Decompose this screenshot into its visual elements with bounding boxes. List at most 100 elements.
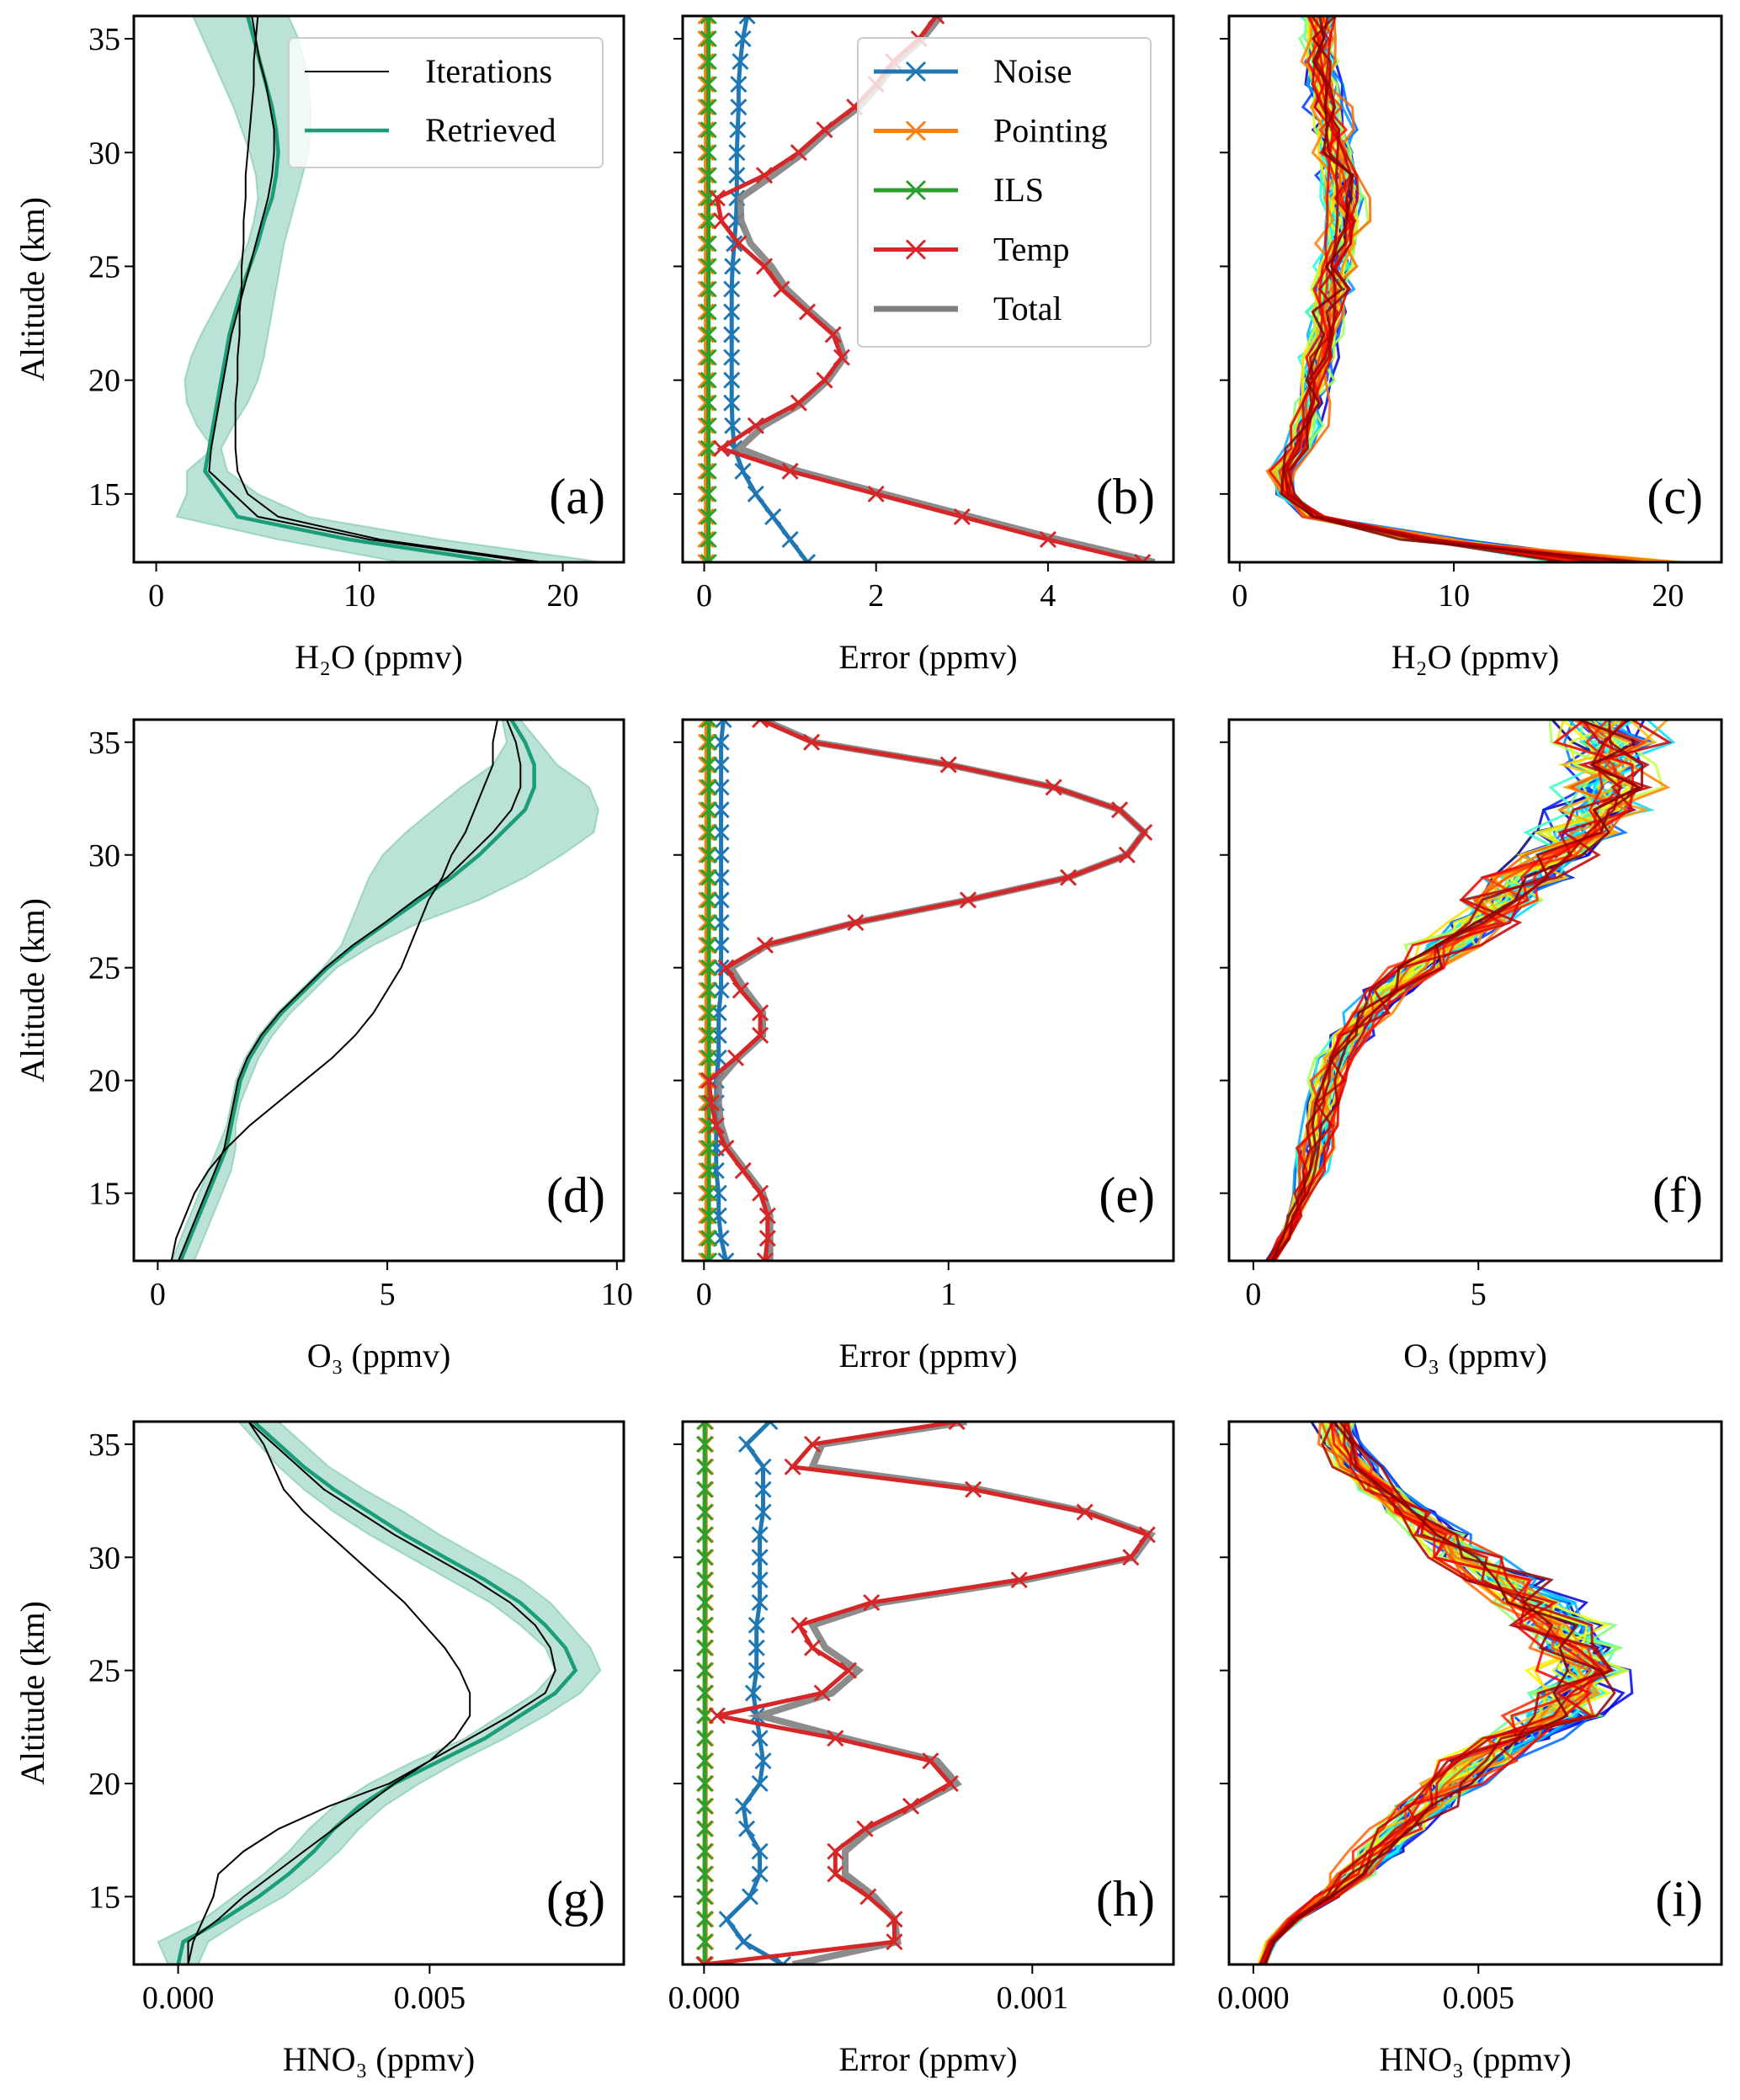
series-temp-marker <box>939 756 957 774</box>
series-temp-marker <box>863 1593 881 1612</box>
panel-b: 0 2 4 Error (ppmv) (b) Noise Pointing ILS Temp To… <box>673 14 1175 676</box>
series-pointing-marker <box>697 16 715 25</box>
series-ils-marker <box>700 439 717 457</box>
series-temp-marker <box>712 439 731 457</box>
series-pointing-marker <box>697 439 715 457</box>
ensemble-member-line <box>1261 1422 1593 1964</box>
iteration-line-2 <box>177 720 522 1261</box>
series-temp-marker <box>773 280 790 298</box>
ensemble-member-line <box>1268 720 1623 1261</box>
series-noise-marker <box>723 280 741 298</box>
series-temp-marker <box>928 16 945 25</box>
panel-label: (b) <box>1096 469 1155 524</box>
series-pointing-marker <box>698 846 716 864</box>
y-axis-label: Altitude (km) <box>13 1601 51 1785</box>
y-tick-label: 20 <box>88 1064 120 1099</box>
series-ils-marker <box>700 1207 718 1225</box>
series-pointing-marker <box>698 959 716 976</box>
series-pointing-marker <box>697 258 715 275</box>
series-ils-marker <box>700 417 717 434</box>
series-pointing-marker <box>697 29 715 48</box>
x-tick-label: 0.005 <box>394 1980 466 2016</box>
series-noise-marker <box>754 1503 772 1521</box>
series-total-line <box>715 720 1149 1261</box>
y-tick-label: 15 <box>88 1177 120 1212</box>
series-ils-marker <box>696 1888 714 1906</box>
series-ils-marker <box>700 235 717 253</box>
ensemble-member-line <box>1260 1422 1613 1964</box>
x-tick-label: 0 <box>150 1277 166 1312</box>
series-noise-marker <box>724 258 742 275</box>
ensemble-member-line <box>1272 720 1626 1261</box>
series-pointing-marker <box>697 326 715 343</box>
series-pointing-marker <box>697 167 715 184</box>
x-tick-label: 1 <box>940 1277 956 1312</box>
panel-c: 0 10 20 H₂O (ppmv) (c) <box>1220 14 1723 676</box>
x-tick-label: 0.000 <box>668 1980 741 2016</box>
series-temp-marker <box>948 1422 966 1431</box>
iteration-line-1 <box>187 1422 471 1964</box>
series-temp-marker <box>1010 1571 1028 1589</box>
series-ils-marker <box>700 1027 718 1045</box>
series-temp-marker <box>707 1117 725 1135</box>
ensemble-member-line <box>1268 720 1626 1261</box>
series-temp-marker <box>953 508 971 525</box>
series-ils-marker <box>696 1865 714 1883</box>
series-pointing-marker <box>698 1184 716 1202</box>
series-noise-marker <box>715 720 732 729</box>
series-temp-marker <box>784 1458 801 1475</box>
x-axis-label: Error (ppmv) <box>838 1337 1017 1374</box>
series-pointing-marker <box>697 303 715 321</box>
ensemble-member-line <box>1268 720 1626 1261</box>
legend-label-retrieved: Retrieved <box>425 111 556 149</box>
y-tick-label: 35 <box>88 726 120 761</box>
x-tick-label: 0.000 <box>1217 1980 1290 2016</box>
series-pointing-marker <box>697 98 715 116</box>
plot-area <box>1264 720 1676 1261</box>
series-pointing-marker <box>697 371 715 389</box>
series-noise-marker <box>751 1593 769 1612</box>
x-tick-label: 0.001 <box>997 1980 1069 2016</box>
ensemble-member-line <box>1269 720 1642 1261</box>
series-temp-marker <box>790 394 807 412</box>
series-temp-marker <box>752 1184 769 1202</box>
series-noise-marker <box>723 371 741 389</box>
series-noise-marker <box>723 348 741 366</box>
series-noise-marker <box>732 53 749 71</box>
ensemble-member-line <box>1264 1422 1579 1964</box>
series-noise-marker <box>748 1639 765 1656</box>
series-ils-marker <box>696 1639 714 1656</box>
plot-area <box>697 16 1156 562</box>
series-ils-marker <box>700 869 718 886</box>
x-axis-label: O₃ (ppmv) <box>307 1337 451 1374</box>
series-temp-marker <box>717 1139 735 1157</box>
series-noise-marker <box>748 1616 765 1634</box>
panel-label: (a) <box>549 469 605 524</box>
series-temp-marker <box>752 720 769 729</box>
x-tick-label: 0 <box>1232 578 1248 614</box>
series-ils-marker <box>696 1526 714 1544</box>
series-temp-marker <box>833 348 850 366</box>
series-noise-marker <box>723 394 741 412</box>
series-noise-marker <box>712 869 730 886</box>
series-ils-marker <box>696 1752 714 1770</box>
series-ils-marker <box>700 53 717 71</box>
y-axis-label: Altitude (km) <box>13 197 51 381</box>
series-temp-marker <box>803 733 821 751</box>
series-noise-marker <box>748 1661 765 1679</box>
legend-error: Noise Pointing ILS Temp Total <box>857 37 1152 348</box>
panel-label: (c) <box>1647 469 1703 524</box>
series-noise-marker <box>751 1774 769 1793</box>
panel-e: 0 1 Error (ppmv) (e) <box>673 718 1175 1374</box>
series-noise-marker <box>712 914 730 932</box>
panel-f: 0 5 O₃ (ppmv) (f) <box>1220 718 1723 1374</box>
series-pointing-marker <box>698 756 716 774</box>
series-noise-marker <box>751 1549 769 1566</box>
series-noise-marker <box>712 936 730 954</box>
axes-frame <box>132 14 625 564</box>
series-ils-marker <box>700 1004 718 1022</box>
ensemble-member-line <box>1286 16 1566 562</box>
series-ils-marker <box>700 326 717 343</box>
axes-frame <box>1227 1420 1723 1966</box>
series-temp-marker <box>867 485 885 502</box>
